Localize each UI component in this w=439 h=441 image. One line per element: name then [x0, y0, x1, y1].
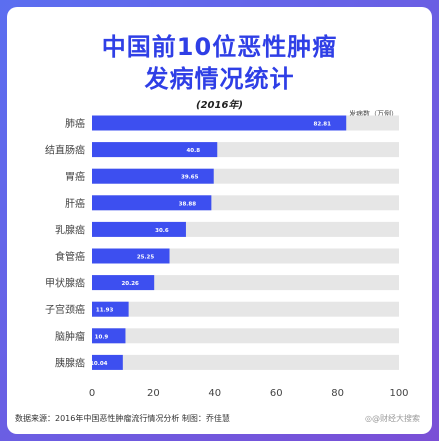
- bar: [92, 168, 214, 184]
- x-tick-label: 20: [147, 388, 160, 399]
- chart-card: 中国前10位恶性肿瘤 发病情况统计 (2016年) 发病数（万例） 肺癌 82.8…: [7, 7, 432, 434]
- category-label: 胃癌: [65, 170, 85, 183]
- value-label: 20.26: [121, 281, 139, 287]
- chart-title-line1: 中国前10位恶性肿瘤: [101, 33, 338, 61]
- watermark: ◎@财经大搜索: [365, 414, 420, 423]
- bar-track: [92, 275, 399, 291]
- x-tick-label: 40: [208, 388, 221, 399]
- bar: [92, 142, 218, 158]
- category-label: 胰腺癌: [55, 356, 85, 369]
- value-label: 40.8: [186, 148, 200, 154]
- category-label: 子宫颈癌: [45, 303, 85, 316]
- bar: [92, 328, 126, 344]
- value-label: 30.6: [155, 228, 169, 234]
- value-label: 38.88: [179, 201, 197, 207]
- chart-year: (2016年): [196, 100, 243, 111]
- bar-track: [92, 354, 399, 370]
- value-label: 11.93: [96, 308, 114, 314]
- data-source-note: 数据来源：2016年中国恶性肿瘤流行情况分析 制图：乔佳慧: [15, 414, 230, 423]
- category-label: 乳腺癌: [55, 223, 85, 236]
- x-tick-label: 80: [331, 388, 344, 399]
- x-tick-label: 100: [389, 388, 408, 399]
- category-label: 结直肠癌: [45, 144, 85, 157]
- value-label: 25.25: [137, 255, 155, 261]
- bar-track: [92, 328, 399, 344]
- value-label: 39.65: [181, 175, 199, 181]
- category-label: 肝癌: [65, 197, 85, 210]
- bar: [92, 115, 347, 131]
- category-label: 食管癌: [55, 250, 85, 263]
- bar: [92, 221, 186, 237]
- bar: [92, 195, 212, 211]
- bar-chart: 肺癌 82.81 结直肠癌 40.8 胃癌 39.65 肝癌 38.88 乳腺癌 30.6 食管癌 2…: [45, 115, 409, 399]
- bar: [92, 354, 123, 370]
- category-label: 脑肿瘤: [55, 330, 85, 343]
- category-label: 肺癌: [65, 117, 85, 130]
- value-label: 10.9: [95, 334, 109, 340]
- value-label: 82.81: [314, 122, 332, 128]
- x-tick-label: 0: [89, 388, 95, 399]
- bar: [92, 301, 129, 317]
- bar-track: [92, 301, 399, 317]
- bar: [92, 275, 155, 291]
- x-tick-label: 60: [270, 388, 283, 399]
- category-label: 甲状腺癌: [45, 277, 85, 290]
- unit-label: 发病数（万例）: [349, 110, 398, 118]
- chart-title-line2: 发病情况统计: [144, 65, 295, 93]
- value-label: 10.04: [90, 361, 108, 367]
- bar: [92, 248, 170, 264]
